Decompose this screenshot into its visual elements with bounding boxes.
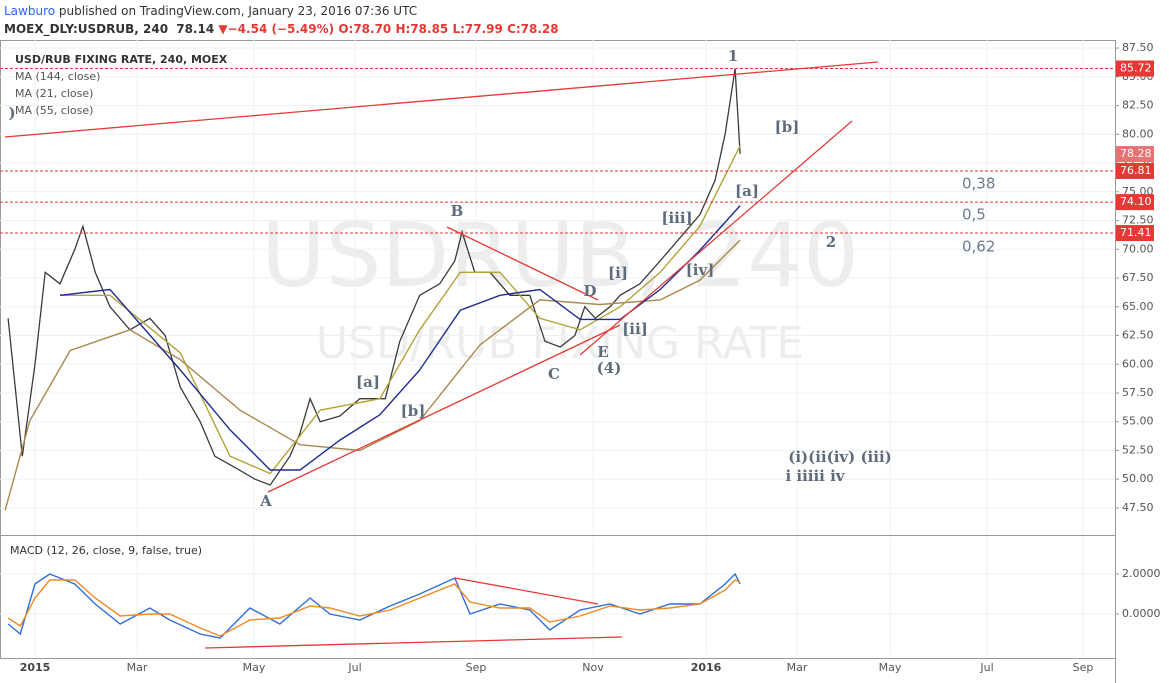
wave-label: [i]: [608, 264, 628, 282]
last: 78.14: [176, 22, 215, 36]
y-tick-label: 87.50: [1122, 41, 1154, 54]
level-box: [1116, 60, 1154, 77]
wave-label: [b]: [401, 402, 426, 420]
wave-label: [iv]: [686, 261, 715, 279]
y-tick-label: 65.00: [1122, 300, 1154, 313]
trend-line: [204, 636, 623, 649]
fib-label: 0,62: [962, 238, 995, 256]
y-tick-label: 2.0000: [1122, 567, 1161, 580]
wave-label: i iiiii iv: [785, 467, 845, 485]
legend-entry: MA (55, close): [15, 104, 93, 117]
arrow: ▼: [218, 22, 228, 36]
series-line: [7, 68, 741, 486]
y-tick-label: 52.50: [1122, 443, 1154, 456]
last-price-box: [1116, 146, 1154, 163]
y-tick-label: 62.50: [1122, 329, 1154, 342]
legend-entry: MA (21, close): [15, 87, 93, 100]
series-line: [7, 579, 741, 637]
x-tick-label: Jul: [979, 661, 993, 674]
header-line-2: MOEX_DLY:USDRUB, 240 78.14 ▼−4.54 (−5.49…: [4, 20, 559, 38]
x-tick-label: 2015: [20, 661, 51, 674]
wave-label: 2: [826, 233, 836, 251]
y-tick-label: 60.00: [1122, 357, 1154, 370]
y-tick-label: 55.00: [1122, 415, 1154, 428]
chart-title: USD/RUB FIXING RATE, 240, MOEX: [15, 53, 228, 66]
published: published on TradingView.com, January 23…: [58, 4, 418, 18]
ohlc: C:78.28: [507, 22, 559, 36]
series-line: [7, 572, 741, 639]
trend-line: [446, 226, 599, 301]
legend-entry: MA (144, close): [15, 70, 100, 83]
level-box: [1116, 162, 1154, 179]
y-tick-label: 72.50: [1122, 214, 1154, 227]
fib-label: 0,5: [962, 206, 986, 224]
wave-label: 1: [728, 47, 738, 65]
y-tick-label: 70.00: [1122, 242, 1154, 255]
wave-label: [ii]: [622, 320, 648, 338]
series-line: [60, 145, 741, 475]
ohlc: L:77.99: [452, 22, 503, 36]
watermark: USD/RUB FIXING RATE: [316, 318, 804, 369]
y-tick-label: 0.0000: [1122, 607, 1161, 620]
wave-label: A: [259, 492, 272, 510]
author[interactable]: Lawburo: [4, 4, 56, 18]
y-tick-label: 82.50: [1122, 99, 1154, 112]
wave-label: B: [451, 202, 464, 220]
level-box: [1116, 194, 1154, 211]
level-box: [1116, 225, 1154, 242]
ohlc: H:78.85: [395, 22, 449, 36]
grid: [0, 40, 1115, 655]
wave-label: (4): [597, 359, 622, 377]
wave-label: E: [597, 343, 608, 361]
x-tick-label: Nov: [582, 661, 604, 674]
header-line-1: Lawburo published on TradingView.com, Ja…: [4, 2, 559, 20]
macd-title: MACD (12, 26, close, 9, false, true): [10, 544, 202, 557]
wave-label: D: [583, 282, 596, 300]
trend-line: [454, 577, 599, 605]
plot: [0, 68, 1115, 639]
y-tick-label: 57.50: [1122, 386, 1154, 399]
x-tick-label: Mar: [787, 661, 808, 674]
x-tick-label: Sep: [1073, 661, 1094, 674]
level-label: 71.41: [1120, 226, 1152, 239]
y-tick-label: 67.50: [1122, 271, 1154, 284]
symbol: MOEX_DLY:USDRUB, 240: [4, 22, 169, 36]
x-tick-label: 2016: [691, 661, 722, 674]
trend-line: [4, 61, 879, 138]
y-tick-label: 80.00: [1122, 127, 1154, 140]
x-tick-label: Sep: [466, 661, 487, 674]
wave-label: (i)(ii(iv) (iii): [788, 448, 892, 466]
wave-label: [a]: [735, 182, 759, 200]
trend-line: [267, 324, 621, 493]
series-line: [4, 239, 741, 511]
level-label: 85.72: [1120, 62, 1152, 75]
wave-label: ): [8, 104, 15, 122]
wave-label: C: [548, 365, 560, 383]
ohlc: O:78.70: [338, 22, 392, 36]
x-tick-label: May: [243, 661, 266, 674]
last-price-label: 78.28: [1120, 147, 1152, 160]
y-tick-label: 50.00: [1122, 472, 1154, 485]
x-tick-label: Mar: [127, 661, 148, 674]
fib-label: 0,38: [962, 175, 995, 193]
y-tick-label: 47.50: [1122, 501, 1154, 514]
labels: 2015 Mar May Jul Sep Nov 2016 Mar May Jul Sep 47.50…: [8, 41, 1160, 674]
level-label: 74.10: [1120, 195, 1152, 208]
header: Lawburo published on TradingView.com, Ja…: [4, 2, 559, 38]
x-tick-label: Jul: [347, 661, 361, 674]
level-label: 76.81: [1120, 164, 1152, 177]
watermark: USDRUB, 240: [261, 204, 859, 307]
x-tick-label: May: [879, 661, 902, 674]
wave-label: [iii]: [661, 209, 692, 227]
drawings: [4, 61, 879, 649]
wave-label: [b]: [775, 118, 800, 136]
wave-label: [a]: [356, 373, 380, 391]
change: −4.54 (−5.49%): [227, 22, 335, 36]
trend-line: [579, 120, 853, 356]
